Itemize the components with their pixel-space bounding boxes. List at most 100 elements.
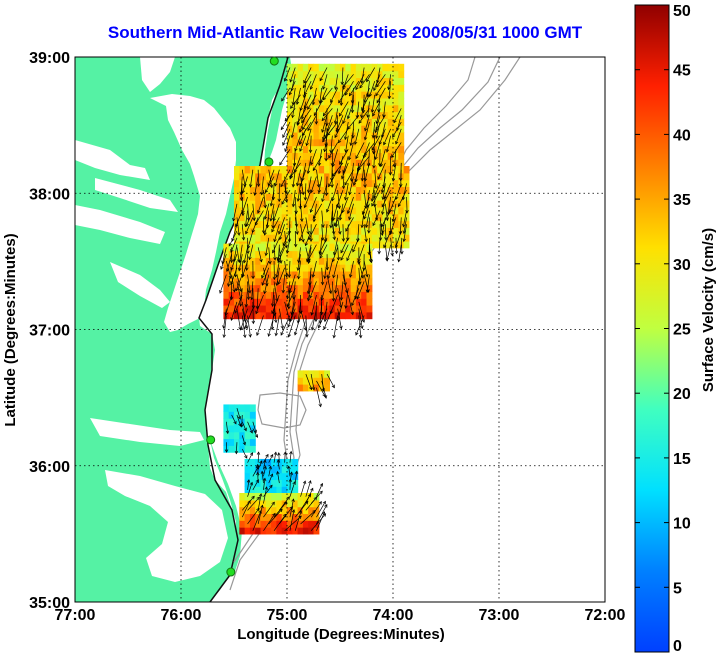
velocity-cell	[276, 493, 282, 500]
velocity-cell	[303, 278, 309, 285]
velocity-cell	[351, 227, 357, 234]
velocity-cell	[319, 214, 325, 221]
velocity-cell	[356, 186, 362, 193]
velocity-cell	[303, 214, 309, 221]
velocity-cell	[255, 264, 261, 271]
velocity-cell	[266, 527, 272, 534]
velocity-cell	[250, 404, 256, 411]
velocity-cell	[367, 173, 373, 180]
velocity-cell	[292, 257, 298, 264]
colorbar-tick-label: 10	[673, 516, 691, 533]
velocity-cell	[356, 193, 362, 200]
velocity-cell	[356, 91, 362, 98]
velocity-cell	[234, 180, 240, 187]
velocity-cell	[245, 404, 251, 411]
x-tick-label: 73:00	[479, 607, 520, 624]
velocity-cell	[398, 91, 404, 98]
velocity-cell	[345, 264, 351, 271]
velocity-cell	[319, 166, 325, 173]
velocity-cell	[271, 520, 277, 527]
velocity-cell	[223, 298, 229, 305]
velocity-cell	[361, 118, 367, 125]
velocity-cell	[393, 91, 399, 98]
velocity-cell	[398, 152, 404, 159]
velocity-cell	[229, 445, 235, 452]
velocity-cell	[245, 466, 251, 473]
velocity-cell	[340, 105, 346, 112]
velocity-cell	[250, 439, 256, 446]
radar-site-marker	[227, 568, 235, 576]
velocity-cell	[351, 234, 357, 241]
velocity-cell	[266, 305, 272, 312]
velocity-cell	[250, 445, 256, 452]
velocity-cell	[340, 285, 346, 292]
velocity-cell	[223, 411, 229, 418]
colorbar-gradient	[635, 5, 669, 652]
velocity-cell	[367, 264, 373, 271]
velocity-cell	[255, 193, 261, 200]
velocity-cell	[292, 459, 298, 466]
radar-site-marker	[270, 57, 278, 65]
velocity-cell	[255, 486, 261, 493]
velocity-cell	[303, 271, 309, 278]
velocity-cell	[298, 64, 304, 71]
velocity-cell	[255, 257, 261, 264]
velocity-cell	[287, 98, 293, 105]
velocity-cell	[372, 241, 378, 248]
velocity-cell	[245, 473, 251, 480]
velocity-cell	[287, 152, 293, 159]
velocity-cell	[398, 71, 404, 78]
y-tick-label: 35:00	[29, 595, 70, 612]
velocity-cell	[308, 112, 314, 119]
velocity-cell	[398, 84, 404, 91]
velocity-cell	[308, 200, 314, 207]
velocity-cell	[271, 507, 277, 514]
velocity-cell	[255, 278, 261, 285]
velocity-cell	[361, 227, 367, 234]
velocity-cell	[351, 64, 357, 71]
velocity-cell	[356, 64, 362, 71]
velocity-cell	[255, 298, 261, 305]
velocity-cell	[393, 98, 399, 105]
velocity-cell	[239, 500, 245, 507]
velocity-cell	[239, 520, 245, 527]
velocity-cell	[404, 173, 410, 180]
velocity-cell	[303, 64, 309, 71]
chart-title: Southern Mid-Atlantic Raw Velocities 200…	[108, 23, 583, 42]
velocity-cell	[261, 298, 267, 305]
velocity-cell	[303, 377, 309, 384]
velocity-cell	[319, 257, 325, 264]
velocity-cell	[340, 312, 346, 319]
velocity-cell	[229, 432, 235, 439]
velocity-cell	[329, 71, 335, 78]
velocity-cell	[356, 105, 362, 112]
y-tick-label: 37:00	[29, 323, 70, 340]
velocity-cell	[361, 84, 367, 91]
velocity-cell	[393, 71, 399, 78]
velocity-cell	[303, 305, 309, 312]
velocity-cell	[250, 173, 256, 180]
velocity-cell	[303, 264, 309, 271]
velocity-cell	[276, 500, 282, 507]
velocity-cell	[335, 139, 341, 146]
velocity-cell	[266, 291, 272, 298]
y-tick-label: 36:00	[29, 459, 70, 476]
velocity-cell	[388, 64, 394, 71]
velocity-cell	[356, 214, 362, 221]
velocity-cell	[303, 527, 309, 534]
velocity-cell	[319, 180, 325, 187]
velocity-cell	[314, 77, 320, 84]
velocity-cell	[234, 193, 240, 200]
velocity-cell	[298, 77, 304, 84]
radar-site-marker	[207, 436, 215, 444]
velocity-cell	[361, 291, 367, 298]
velocity-cell	[340, 146, 346, 153]
x-tick-label: 76:00	[161, 607, 202, 624]
velocity-cell	[223, 291, 229, 298]
velocity-cell	[372, 227, 378, 234]
velocity-cell	[245, 445, 251, 452]
velocity-cell	[308, 173, 314, 180]
